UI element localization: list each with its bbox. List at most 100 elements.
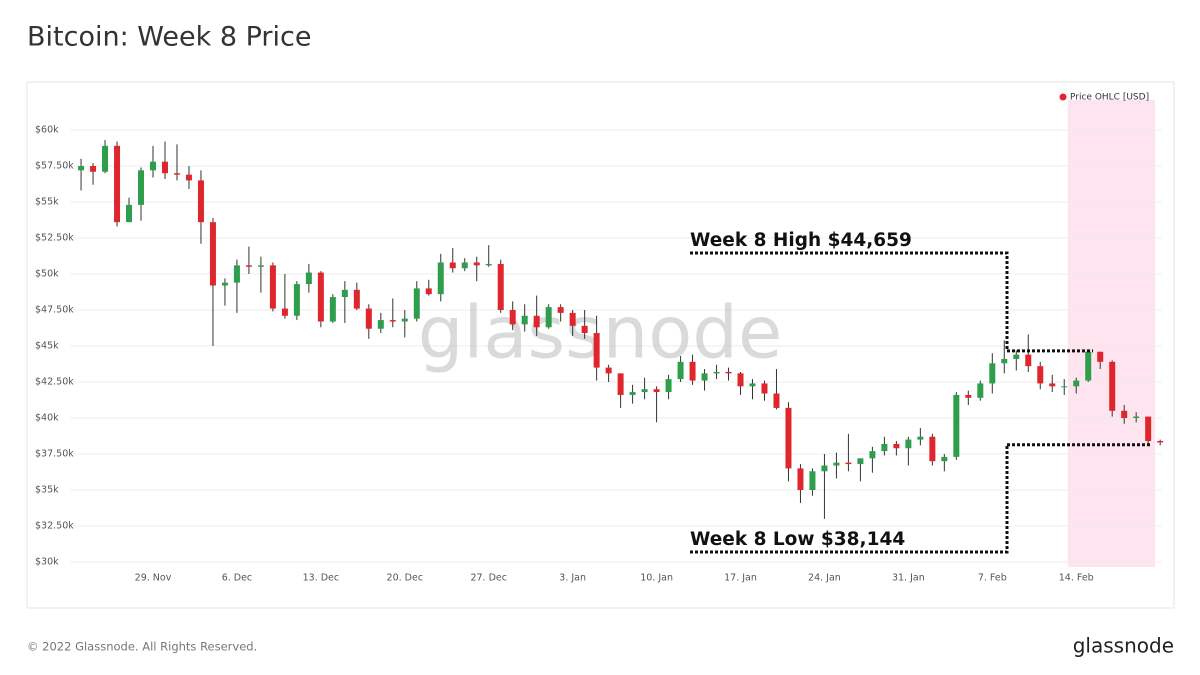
candle-body: [1097, 351, 1104, 362]
candle-body: [341, 289, 348, 298]
candle-body: [545, 307, 552, 328]
y-tick-label: $55k: [35, 197, 59, 208]
y-tick-label: $32.50k: [35, 521, 74, 532]
candle-body: [605, 367, 612, 374]
candle-body: [881, 443, 888, 452]
y-tick-label: $50k: [35, 269, 59, 280]
candle-body: [521, 315, 528, 325]
candle-body: [485, 263, 492, 266]
candle-body: [245, 265, 252, 267]
candle-body: [437, 262, 444, 295]
candle-body: [413, 288, 420, 319]
candle-body: [281, 308, 288, 316]
annotation-leader: [690, 251, 1009, 351]
candle-body: [1025, 354, 1032, 367]
candle-body: [1037, 366, 1044, 384]
candle-body: [114, 145, 121, 223]
candle-body: [473, 262, 480, 266]
candle-body: [425, 288, 432, 295]
candle-body: [797, 468, 804, 490]
candle-body: [138, 170, 145, 205]
candle-body: [102, 145, 109, 172]
candle-body: [929, 436, 936, 462]
candle-body: [1145, 416, 1152, 442]
candle-body: [305, 272, 312, 285]
y-tick-label: $47.50k: [35, 305, 74, 316]
candle-body: [725, 371, 732, 374]
y-tick-label: $45k: [35, 341, 59, 352]
x-tick-label: 13. Dec: [303, 573, 340, 584]
candle-body: [1049, 383, 1056, 387]
candle-body: [677, 361, 684, 380]
x-tick-label: 17. Jan: [724, 573, 757, 584]
chart-frame: [26, 81, 1175, 609]
x-tick-label: 3. Jan: [559, 573, 586, 584]
candle-body: [713, 371, 720, 374]
annotation-label: Week 8 Low $38,144: [690, 529, 905, 550]
candle-body: [293, 284, 300, 316]
candle-body: [1085, 351, 1092, 381]
candle-body: [497, 263, 504, 310]
y-tick-label: $40k: [35, 413, 59, 424]
candle-body: [461, 262, 468, 269]
candle-body: [557, 307, 564, 313]
candle-body: [629, 392, 636, 395]
watermark: glassnode: [418, 291, 783, 375]
x-tick-label: 29. Nov: [135, 573, 172, 584]
legend-swatch: [1059, 93, 1067, 101]
candle-body: [365, 308, 372, 329]
candle-body: [1157, 441, 1164, 443]
candle-body: [197, 180, 204, 223]
candle-body: [150, 161, 156, 171]
candle-body: [353, 289, 360, 309]
legend-label: Price OHLC [USD]: [1070, 93, 1149, 103]
candle-body: [761, 383, 768, 394]
candle-body: [173, 173, 180, 175]
candle-body: [257, 265, 264, 267]
candle-body: [269, 265, 276, 309]
x-tick-label: 31. Jan: [892, 573, 925, 584]
candle-body: [233, 265, 240, 283]
candle-body: [593, 333, 600, 368]
candle-body: [377, 320, 384, 329]
y-tick-label: $60k: [35, 125, 59, 136]
candle-body: [533, 315, 540, 328]
candle-body: [1073, 380, 1080, 387]
candle-body: [857, 458, 864, 465]
candle-body: [869, 451, 876, 459]
x-tick-label: 6. Dec: [222, 573, 252, 584]
chart: $30k $32.50k $35k $37.50k $40k $42.50k $45k $47…: [35, 93, 1164, 584]
candle-body: [1013, 354, 1020, 359]
annotation-label: Week 8 High $44,659: [690, 230, 912, 251]
candle-body: [917, 436, 924, 440]
y-tick-label: $37.50k: [35, 449, 74, 460]
candle-body: [785, 407, 792, 469]
candle-body: [1061, 386, 1068, 388]
x-tick-label: 14. Feb: [1059, 573, 1094, 584]
copyright: © 2022 Glassnode. All Rights Reserved.: [27, 640, 257, 654]
candle-body: [665, 379, 672, 393]
candle-body: [389, 320, 396, 322]
candle-body: [965, 394, 972, 398]
candle-body: [509, 310, 516, 325]
candle-body: [449, 262, 456, 269]
page-title: Bitcoin: Week 8 Price: [27, 22, 311, 53]
x-tick-label: 24. Jan: [808, 573, 841, 584]
y-tick-label: $30k: [35, 557, 59, 568]
candle-body: [185, 174, 192, 181]
candle-body: [617, 373, 624, 395]
x-tick-label: 10. Jan: [640, 573, 673, 584]
candle-body: [1121, 410, 1128, 418]
y-tick-label: $57.50k: [35, 161, 74, 172]
candle-body: [701, 373, 708, 381]
candle-body: [653, 389, 660, 393]
candle-body: [78, 166, 85, 171]
candle-body: [977, 383, 984, 398]
candle-body: [329, 297, 336, 322]
candle-body: [773, 393, 780, 408]
candle-body: [126, 204, 133, 223]
candle-body: [821, 465, 828, 472]
candle-body: [809, 471, 816, 490]
x-tick-label: 20. Dec: [387, 573, 424, 584]
